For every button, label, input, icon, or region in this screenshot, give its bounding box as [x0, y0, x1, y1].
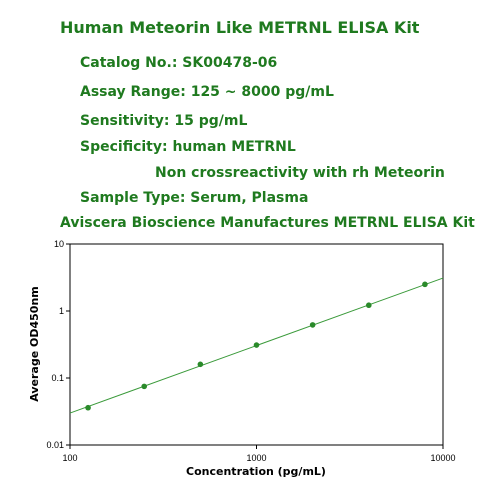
y-tick-label: 0.01 [46, 440, 64, 450]
sample-type: Sample Type: Serum, Plasma [80, 190, 308, 206]
data-point [365, 302, 372, 309]
x-tick-label: 1000 [246, 453, 266, 463]
y-tick-label: 1 [59, 306, 64, 316]
catalog: Catalog No.: SK00478-06 [80, 55, 277, 71]
title: Human Meteorin Like METRNL ELISA Kit [60, 18, 420, 37]
specificity: Specificity: human METRNL [80, 139, 296, 155]
data-point [141, 383, 148, 390]
data-point [253, 342, 260, 348]
data-point [197, 361, 204, 368]
y-axis-label: Average OD450nm [28, 286, 41, 402]
cross-reactivity: Non crossreactivity with rh Meteorin [155, 165, 445, 181]
data-point [422, 281, 428, 288]
data-point [309, 322, 316, 328]
x-axis-label: Concentration (pg/mL) [186, 465, 326, 478]
y-tick-label: 0.1 [51, 373, 64, 383]
x-tick-label: 100 [62, 453, 77, 463]
manufacturer: Aviscera Bioscience Manufactures METRNL … [60, 215, 475, 231]
x-tick-label: 10000 [430, 453, 455, 463]
y-tick-label: 10 [54, 239, 64, 249]
data-point [85, 404, 91, 411]
sensitivity: Sensitivity: 15 pg/mL [80, 113, 247, 129]
assay-range: Assay Range: 125 ~ 8000 pg/mL [80, 84, 334, 100]
